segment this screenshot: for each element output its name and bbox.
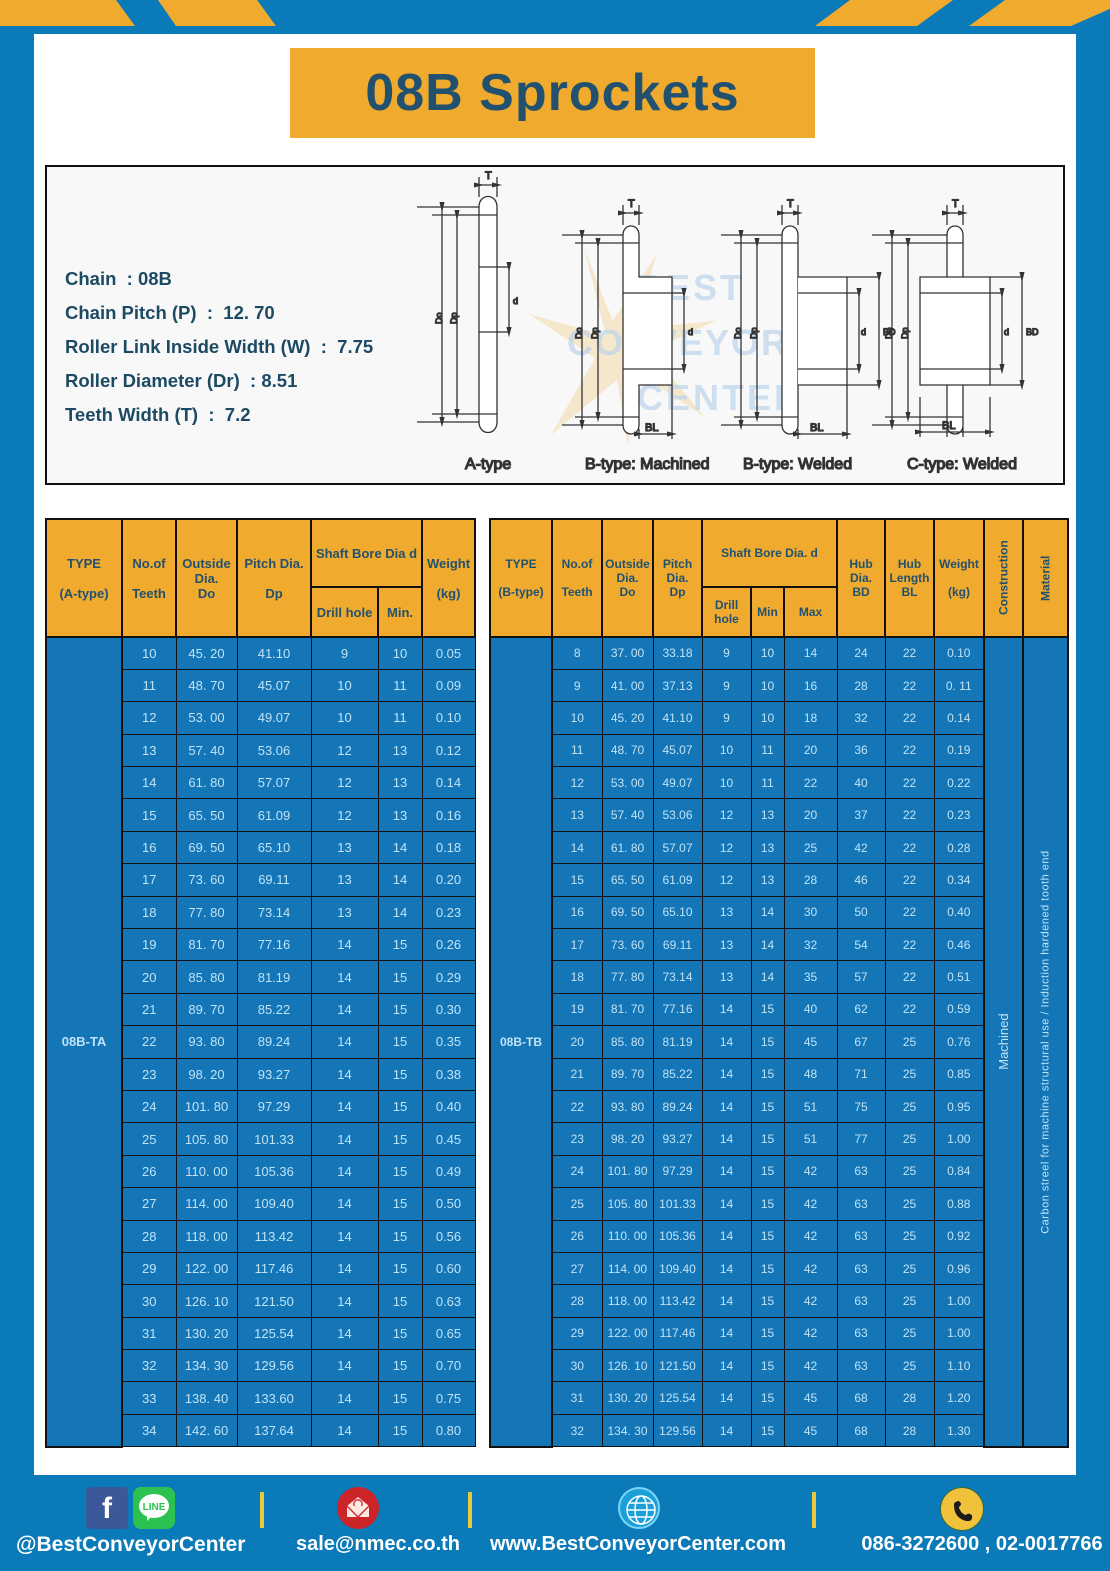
svg-text:f: f <box>102 1492 113 1525</box>
svg-text:Do: Do <box>434 312 444 324</box>
svg-text:Do: Do <box>884 327 894 339</box>
svg-text:BL: BL <box>810 422 823 434</box>
svg-text:T: T <box>485 170 492 182</box>
svg-text:BD: BD <box>1026 327 1039 337</box>
svg-text:BL: BL <box>645 422 658 434</box>
svg-text:Dp: Dp <box>590 327 600 339</box>
svg-text:d: d <box>861 327 866 337</box>
svg-text:T: T <box>787 198 794 210</box>
svg-text:Dp: Dp <box>900 327 910 339</box>
svg-text:Dp: Dp <box>749 327 759 339</box>
svg-text:B-type: Welded: B-type: Welded <box>743 456 852 473</box>
svg-text:d: d <box>688 327 693 337</box>
svg-text:Do: Do <box>733 327 743 339</box>
svg-text:LINE: LINE <box>143 1502 166 1513</box>
svg-text:T: T <box>628 198 635 210</box>
svg-text:d: d <box>513 296 518 306</box>
svg-text:d: d <box>1004 327 1009 337</box>
svg-text:Dp: Dp <box>449 312 459 324</box>
svg-text:A-type: A-type <box>465 456 511 473</box>
svg-text:B-type: Machined: B-type: Machined <box>585 456 710 473</box>
svg-text:Do: Do <box>574 327 584 339</box>
svg-text:C-type: Welded: C-type: Welded <box>907 456 1017 473</box>
svg-text:T: T <box>952 198 959 210</box>
svg-text:BL: BL <box>942 420 955 432</box>
